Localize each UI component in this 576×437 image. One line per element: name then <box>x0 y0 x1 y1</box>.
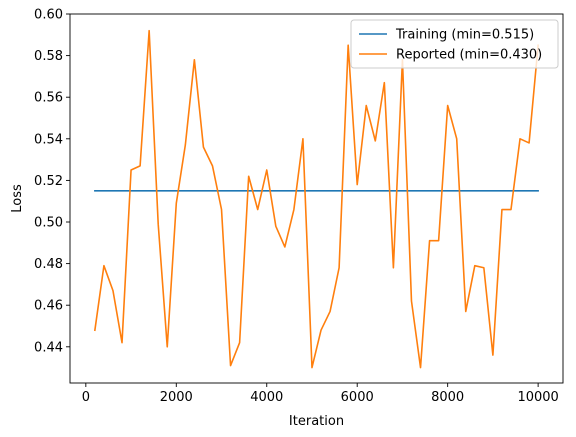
legend-box <box>350 19 559 69</box>
series-line-reported <box>93 29 539 369</box>
x-tick-label: 0 <box>82 390 90 405</box>
x-tick-label: 8000 <box>431 390 464 405</box>
legend: Training (min=0.515) Reported (min=0.430) <box>350 19 559 69</box>
y-tick-label: 0.44 <box>34 340 63 355</box>
y-tick-label: 0.60 <box>34 8 63 23</box>
legend-label: Reported (min=0.430) <box>396 48 542 63</box>
x-tick-label: 2000 <box>160 390 193 405</box>
y-tick-label: 0.58 <box>34 49 63 64</box>
x-tick-label: 4000 <box>250 390 283 405</box>
axes <box>69 13 564 384</box>
legend-label: Training (min=0.515) <box>395 28 534 43</box>
axes-frame <box>69 13 564 384</box>
y-tick-label: 0.54 <box>34 132 63 147</box>
plot-background <box>70 14 563 383</box>
y-axis-label: Loss <box>10 184 25 213</box>
y-tick-label: 0.50 <box>34 216 63 231</box>
x-axis-label: Iteration <box>289 414 344 429</box>
y-tick-label: 0.52 <box>34 174 63 189</box>
y-axis-ticks: 0.44 0.46 0.48 0.50 0.52 0.54 0.56 0.58 0.60 <box>34 8 70 355</box>
y-tick-label: 0.56 <box>34 91 63 106</box>
plot-area <box>70 14 563 383</box>
series-lines <box>93 29 539 369</box>
y-tick-label: 0.48 <box>34 257 63 272</box>
x-tick-label: 6000 <box>341 390 374 405</box>
x-tick-label: 10000 <box>517 390 558 405</box>
x-axis-ticks: 0 2000 4000 6000 8000 10000 <box>82 383 559 405</box>
y-tick-label: 0.46 <box>34 299 63 314</box>
